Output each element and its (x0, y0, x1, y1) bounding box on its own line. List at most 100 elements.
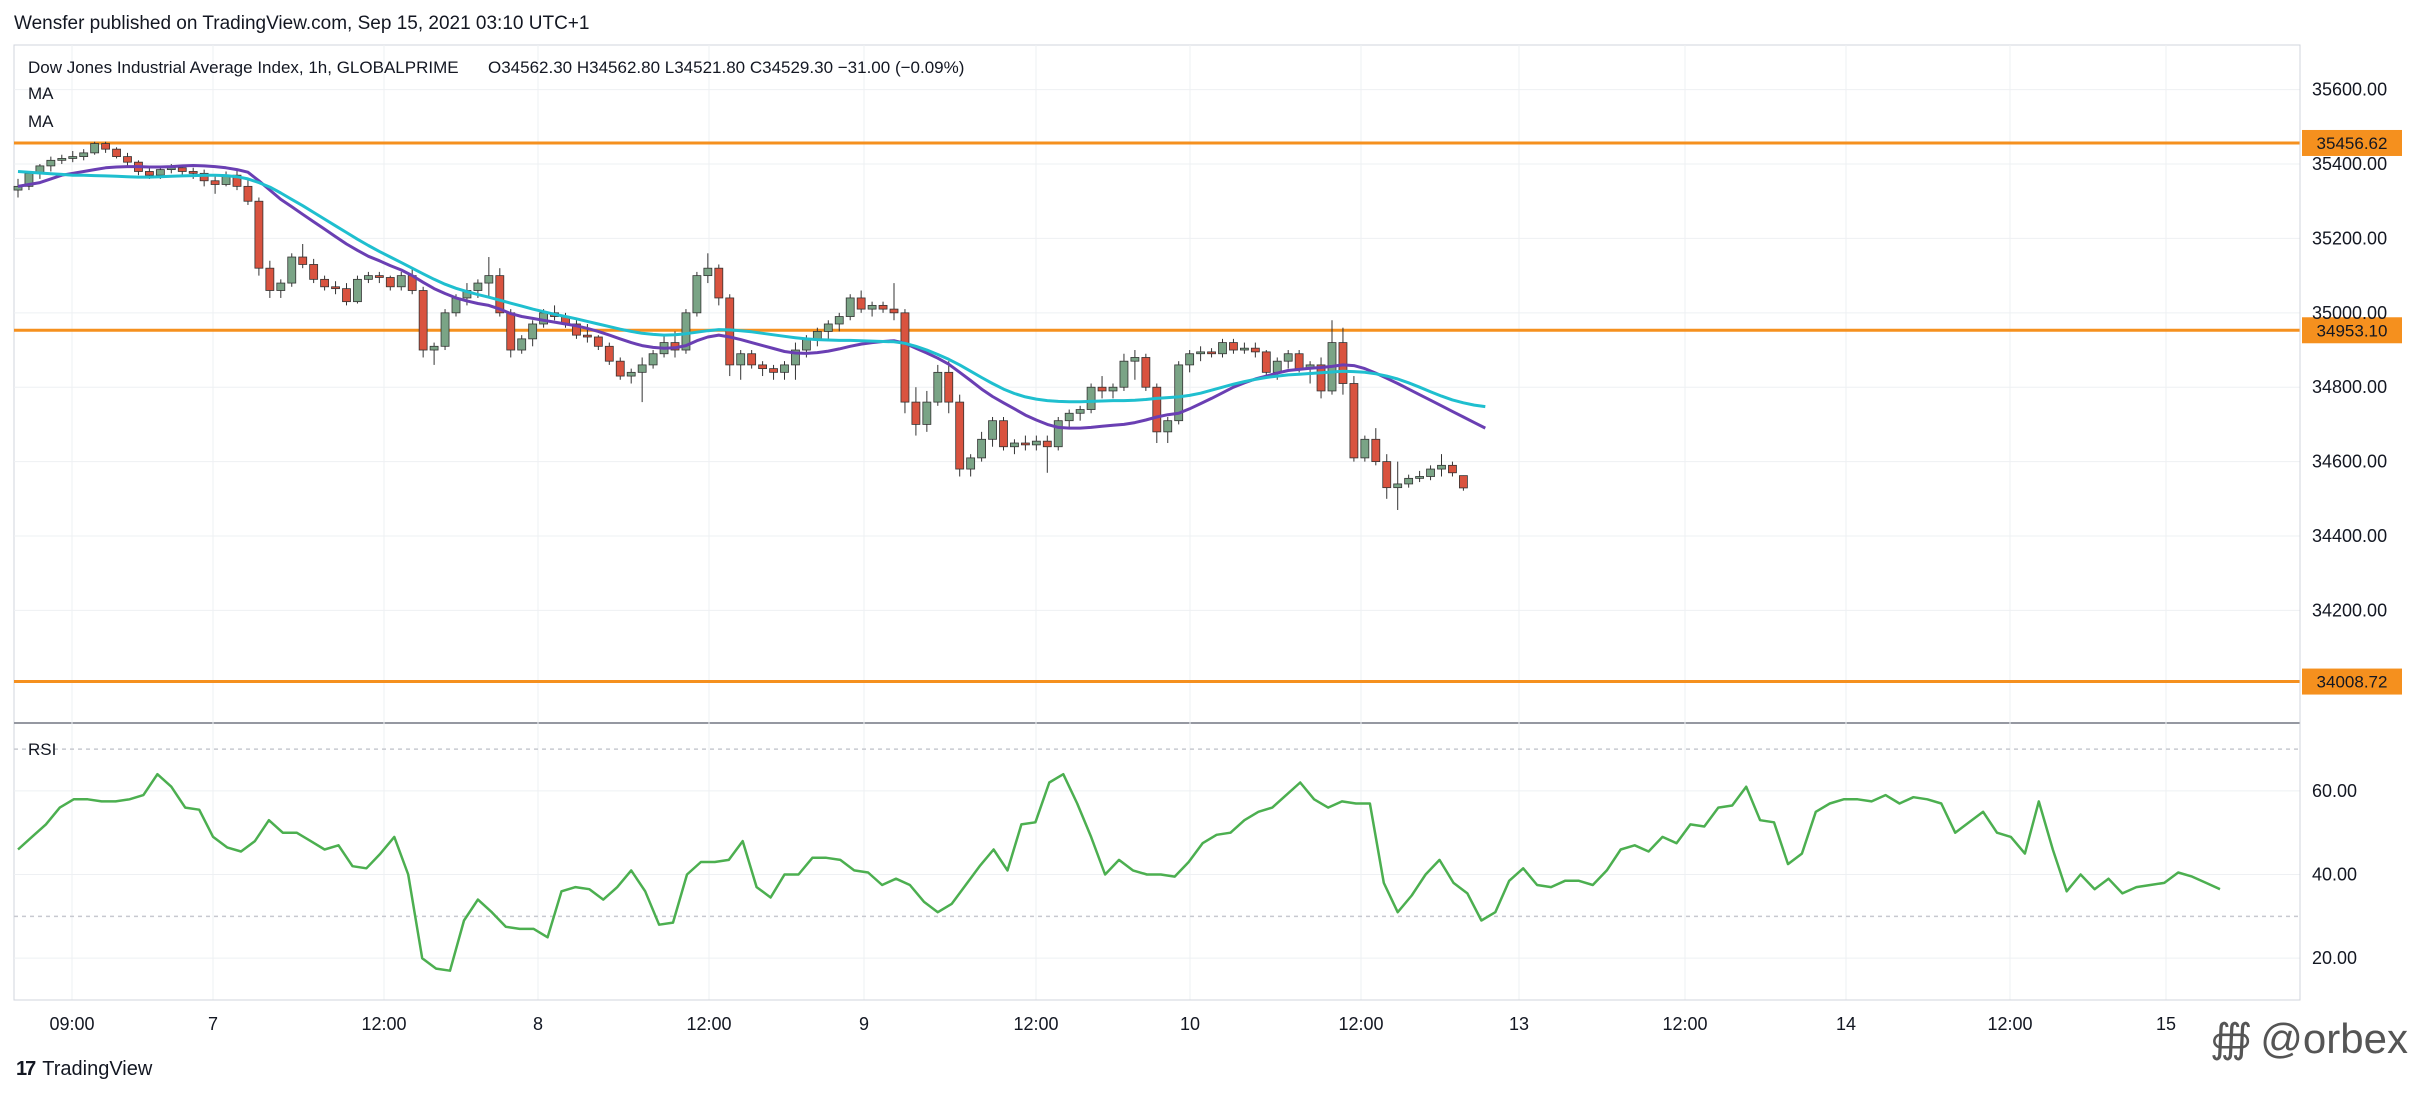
candle-down[interactable] (385, 277, 395, 288)
candle-up[interactable] (57, 158, 67, 161)
candle-down[interactable] (210, 180, 220, 185)
time-axis[interactable]: 09:00 7 12:00 8 12:00 9 12:00 10 12:00 13 12:00 14 1… (14, 999, 2300, 1034)
candle-up[interactable] (1031, 440, 1041, 446)
candle-up[interactable] (834, 316, 844, 325)
candle-up[interactable] (812, 331, 822, 340)
candle-down[interactable] (955, 401, 965, 470)
candle-down[interactable] (1229, 342, 1238, 351)
candle-down[interactable] (604, 345, 614, 362)
candle-up[interactable] (703, 267, 713, 277)
candle-up[interactable] (1426, 468, 1435, 477)
candle-down[interactable] (572, 323, 581, 336)
candle-up[interactable] (287, 256, 297, 284)
candle-down[interactable] (144, 171, 154, 176)
candle-down[interactable] (1152, 386, 1162, 433)
ma-lines[interactable] (17, 164, 1486, 430)
candle-up[interactable] (1119, 360, 1129, 388)
candle-up[interactable] (68, 156, 78, 159)
candle-up[interactable] (1272, 360, 1282, 373)
candle-up[interactable] (988, 420, 997, 440)
candle-down[interactable] (232, 174, 242, 187)
candle-down[interactable] (1021, 442, 1030, 446)
rsi-panel[interactable] (17, 772, 2221, 972)
candle-up[interactable] (1218, 342, 1227, 355)
candle-down[interactable] (177, 167, 187, 172)
candle-up[interactable] (1393, 483, 1403, 489)
candle-down[interactable] (199, 172, 209, 182)
candle-up[interactable] (977, 438, 986, 459)
candle-down[interactable] (495, 275, 505, 314)
candle-up[interactable] (1010, 442, 1019, 448)
rsi-line[interactable] (17, 772, 2221, 972)
candle-down[interactable] (188, 171, 198, 174)
legend-rsi[interactable]: RSI (28, 740, 56, 759)
candle-up[interactable] (780, 364, 789, 373)
candle-down[interactable] (747, 353, 757, 366)
candle-up[interactable] (440, 312, 450, 347)
candle-down[interactable] (944, 371, 954, 403)
ma-fast-line[interactable] (17, 164, 1486, 430)
candle-down[interactable] (769, 368, 778, 373)
candle-down[interactable] (878, 304, 888, 310)
candle-down[interactable] (374, 275, 384, 278)
candle-up[interactable] (90, 143, 100, 154)
candle-up[interactable] (1108, 386, 1118, 392)
candle-up[interactable] (1064, 412, 1074, 422)
candle-down[interactable] (856, 297, 866, 310)
candle-down[interactable] (911, 401, 921, 425)
candle-up[interactable] (867, 304, 877, 310)
candle-up[interactable] (528, 323, 538, 340)
candle-up[interactable] (1240, 347, 1249, 351)
candle-up[interactable] (648, 353, 658, 366)
candle-up[interactable] (845, 297, 855, 317)
ma-slow-line[interactable] (17, 170, 1486, 409)
candle-up[interactable] (46, 159, 56, 167)
candle-down[interactable] (112, 148, 121, 157)
candle-up[interactable] (1174, 364, 1184, 422)
candle-down[interactable] (615, 360, 625, 377)
candle-up[interactable] (1163, 420, 1173, 433)
legend-ma-1[interactable]: MA (28, 84, 54, 103)
candle-down[interactable] (418, 290, 428, 351)
candle-down[interactable] (714, 267, 724, 299)
candle-down[interactable] (1382, 461, 1392, 489)
candle-down[interactable] (758, 364, 767, 370)
candle-down[interactable] (1371, 438, 1381, 463)
candle-down[interactable] (298, 256, 308, 265)
candle-down[interactable] (101, 143, 110, 150)
candle-up[interactable] (1185, 353, 1195, 366)
candle-down[interactable] (889, 308, 899, 314)
candle-up[interactable] (363, 275, 373, 280)
candle-up[interactable] (1053, 420, 1063, 448)
candle-up[interactable] (155, 169, 165, 176)
candle-down[interactable] (309, 264, 319, 280)
candle-up[interactable] (473, 282, 483, 291)
candle-up[interactable] (692, 275, 702, 314)
candle-up[interactable] (736, 353, 746, 366)
candle-up[interactable] (791, 349, 800, 366)
candle-down[interactable] (1316, 364, 1326, 392)
candle-up[interactable] (1196, 351, 1205, 355)
price-axis[interactable]: 35600.00 35400.00 35200.00 35000.00 34800.00… (2299, 45, 2387, 1000)
candle-down[interactable] (1338, 342, 1348, 384)
candle-up[interactable] (681, 312, 691, 351)
candle-down[interactable] (331, 286, 340, 290)
candle-up[interactable] (517, 338, 527, 351)
candle-down[interactable] (320, 278, 330, 288)
candle-down[interactable] (506, 312, 516, 351)
candle-down[interactable] (593, 336, 603, 347)
candle-down[interactable] (1349, 383, 1359, 459)
legend-ma-2[interactable]: MA (28, 112, 54, 131)
candle-down[interactable] (243, 185, 253, 202)
candle-up[interactable] (79, 152, 89, 157)
level-lines[interactable]: 35456.62 34953.10 34008.72 (14, 129, 2402, 695)
candle-up[interactable] (922, 401, 932, 425)
candle-down[interactable] (1459, 475, 1468, 489)
candle-up[interactable] (484, 275, 494, 284)
candle-down[interactable] (1042, 440, 1052, 448)
candle-down[interactable] (1250, 347, 1260, 353)
candle-down[interactable] (1448, 464, 1457, 474)
candle-up[interactable] (966, 457, 976, 470)
candle-up[interactable] (1360, 438, 1370, 459)
candle-up[interactable] (1404, 477, 1414, 485)
